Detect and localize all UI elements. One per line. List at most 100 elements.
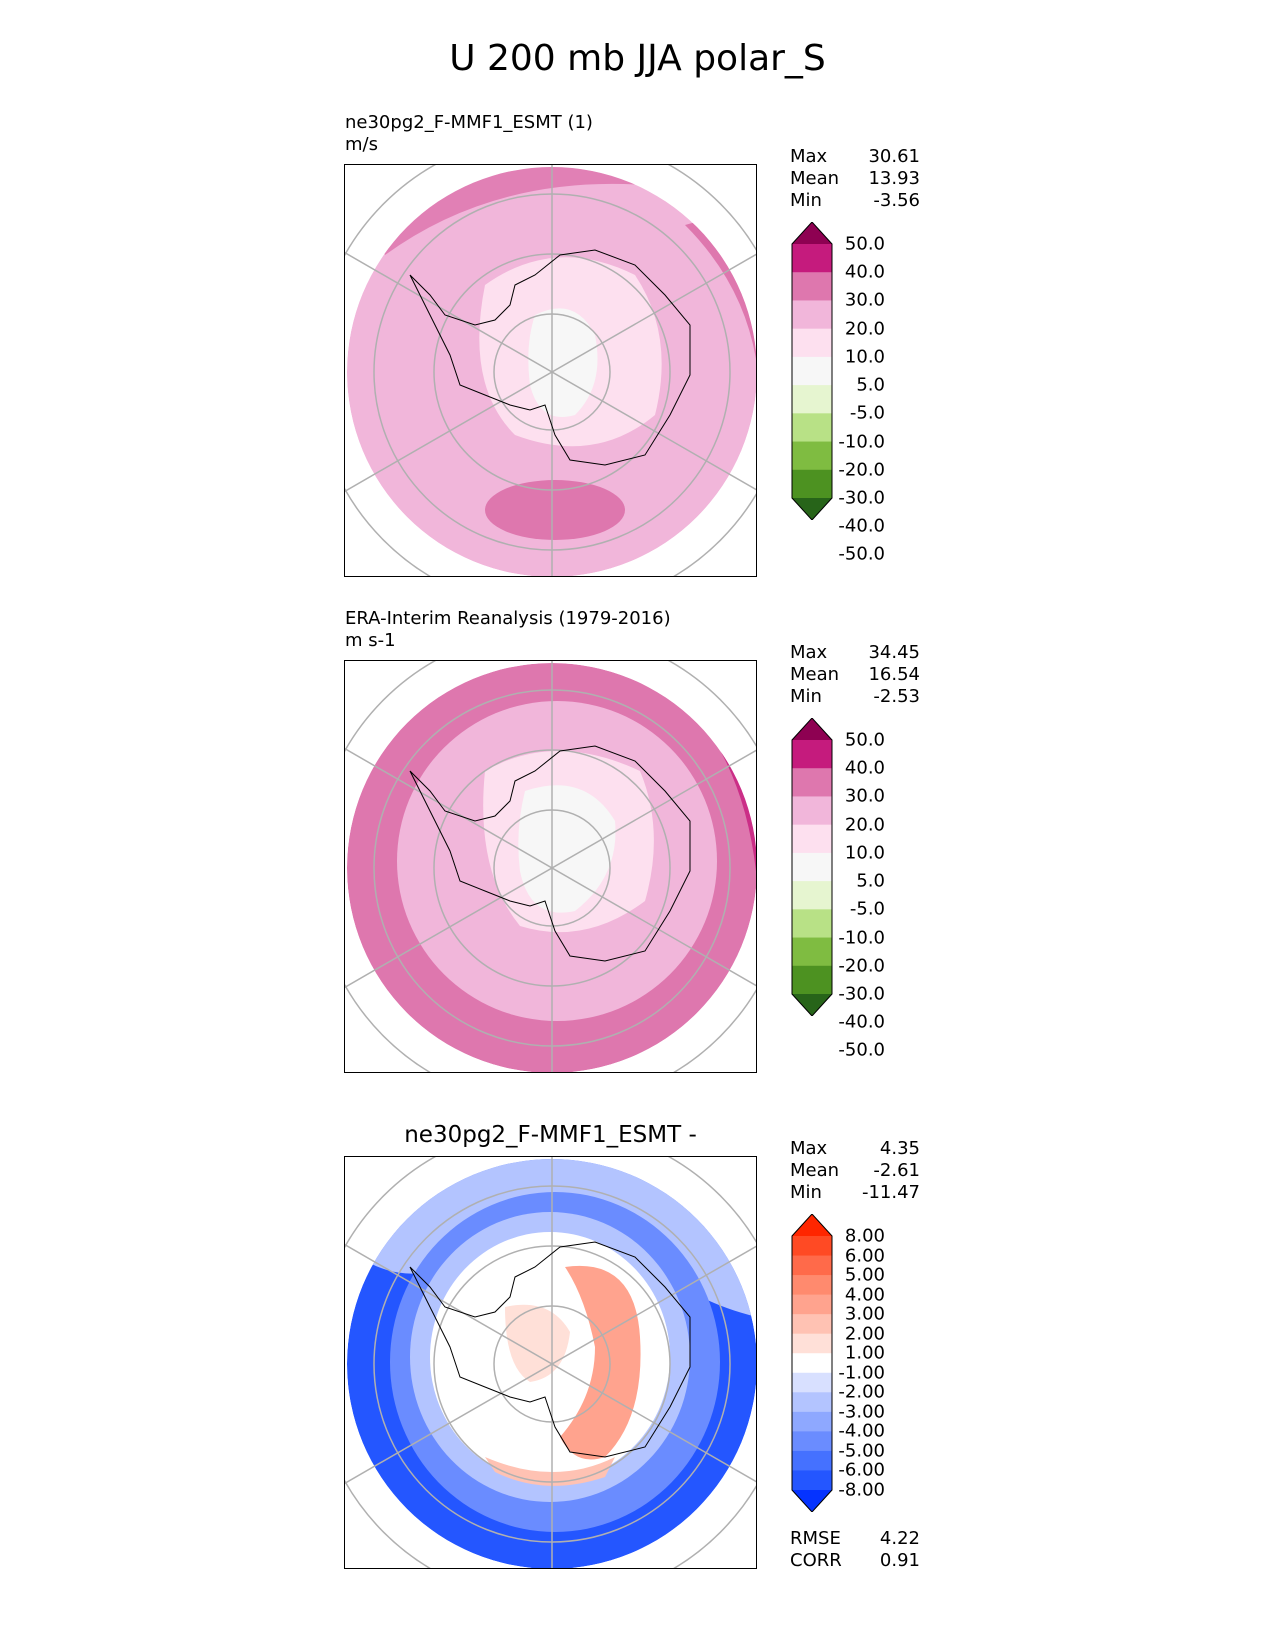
panel-3-stats: Max 4.35 Mean -2.61 Min -11.47 [790,1138,920,1204]
panel-1-colorbar-ticks: 50.0 40.0 30.0 20.0 10.0 5.0 -5.0 -10.0 … [830,222,885,565]
colorbar-tick: 20.0 [844,318,885,340]
colorbar-tick: 5.0 [856,374,885,396]
panel-3-field-positive-east [560,1265,641,1460]
colorbar-swatch [792,852,832,882]
stat-mean-value: -2.61 [873,1160,920,1181]
colorbar-swatch [792,1470,832,1491]
panel-1-units: m/s [345,134,378,155]
colorbar-tick: 8.00 [844,1225,885,1247]
colorbar-swatch [792,1275,832,1296]
colorbar-tick: -20.0 [838,459,885,481]
stat-min-value: -2.53 [873,686,920,707]
colorbar-swatch [792,385,832,414]
colorbar-tick: 20.0 [844,814,885,836]
colorbar-swatch [792,1372,832,1393]
panel-1-colorbar-swatches [791,221,833,521]
colorbar-tick: -8.00 [838,1479,885,1501]
colorbar-swatch [792,1214,832,1236]
colorbar-swatch [792,965,832,995]
colorbar-tick: 10.0 [844,346,885,368]
colorbar-swatch [792,909,832,939]
colorbar-swatch [792,937,832,967]
panel-1-antarctica-coastline [409,249,691,466]
colorbar-swatch [792,1333,832,1354]
colorbar-swatch [792,356,832,386]
colorbar-tick: -4.00 [838,1420,885,1442]
colorbar-tick: 30.0 [844,785,885,807]
colorbar-swatch [792,796,832,826]
colorbar-swatch [792,1431,832,1452]
stat-min-label: Min [790,686,822,707]
colorbar-swatch [792,718,832,740]
colorbar-tick: -40.0 [838,515,885,537]
colorbar-tick: 40.0 [844,757,885,779]
panel-1-field-jet-south [485,480,625,540]
stat-min-value: -11.47 [861,1182,920,1203]
panel-1-colorbar [790,221,834,524]
colorbar-tick: 50.0 [844,729,885,751]
panel-3-map [344,1156,757,1569]
colorbar-tick: -10.0 [838,927,885,949]
stat-mean-label: Mean [790,664,840,685]
colorbar-tick: -30.0 [838,983,885,1005]
colorbar-tick: -20.0 [838,955,885,977]
colorbar-tick: -5.0 [849,898,885,920]
panel-3-colorbar-ticks: 8.00 6.00 5.00 4.00 3.00 2.00 1.00 -1.00… [830,1214,885,1512]
metric-corr-value: 0.91 [879,1550,920,1571]
stat-max-value: 30.61 [868,146,920,167]
colorbar-swatch [792,498,832,520]
panel-1-field-jet-north [347,167,756,325]
panel-1-field-core [528,308,598,417]
colorbar-outline [791,1213,833,1513]
metric-corr-label: CORR [790,1550,842,1571]
stat-min-value: -3.56 [873,190,920,211]
colorbar-swatch [792,1353,832,1374]
panel-3-graticule [345,1157,756,1568]
panel-1-stats: Max 30.61 Mean 13.93 Min -3.56 [790,146,920,212]
panel-2-colorbar-ticks: 50.0 40.0 30.0 20.0 10.0 5.0 -5.0 -10.0 … [830,718,885,1061]
panel-1-graticule [345,165,756,576]
colorbar-tick: 30.0 [844,289,885,311]
figure-title: U 200 mb JJA polar_S [449,38,826,79]
panel-3-antarctica-coastline [409,1241,691,1458]
stat-mean-value: 13.93 [868,168,920,189]
colorbar-swatch [792,824,832,854]
panel-1-title: ne30pg2_F-MMF1_ESMT (1) [345,112,593,133]
stat-mean-value: 16.54 [868,664,920,685]
colorbar-tick: 2.00 [844,1323,885,1345]
colorbar-tick: -5.0 [849,402,885,424]
colorbar-swatch [792,1314,832,1335]
colorbar-tick: -5.00 [838,1440,885,1462]
colorbar-swatch [792,1255,832,1276]
panel-2-colorbar [790,717,834,1020]
colorbar-tick: 5.0 [856,870,885,892]
colorbar-tick: -3.00 [838,1401,885,1423]
colorbar-swatch [792,300,832,330]
colorbar-tick: -6.00 [838,1459,885,1481]
stat-max-label: Max [790,642,828,663]
panel-2-colorbar-swatches [791,717,833,1017]
colorbar-swatch [792,1490,832,1512]
colorbar-swatch [792,469,832,499]
stat-max-label: Max [790,146,828,167]
panel-2-units: m s-1 [345,630,396,651]
colorbar-swatch [792,740,832,769]
stat-mean-label: Mean [790,1160,840,1181]
colorbar-swatch [792,328,832,358]
colorbar-tick: -1.00 [838,1362,885,1384]
colorbar-swatch [792,1411,832,1432]
colorbar-swatch [792,1294,832,1315]
colorbar-swatch [792,881,832,910]
colorbar-tick: -40.0 [838,1011,885,1033]
stat-max-value: 34.45 [868,642,920,663]
panel-2-title: ERA-Interim Reanalysis (1979-2016) [345,608,671,629]
panel-3-title: ne30pg2_F-MMF1_ESMT - [404,1122,697,1148]
metric-rmse-value: 4.22 [879,1528,920,1549]
colorbar-tick: -2.00 [838,1381,885,1403]
colorbar-outline [791,717,833,1017]
colorbar-swatch [792,222,832,244]
panel-2-stats: Max 34.45 Mean 16.54 Min -2.53 [790,642,920,708]
panel-3-map-svg [345,1157,756,1568]
colorbar-swatch [792,1392,832,1413]
panel-1-map-svg [345,165,756,576]
